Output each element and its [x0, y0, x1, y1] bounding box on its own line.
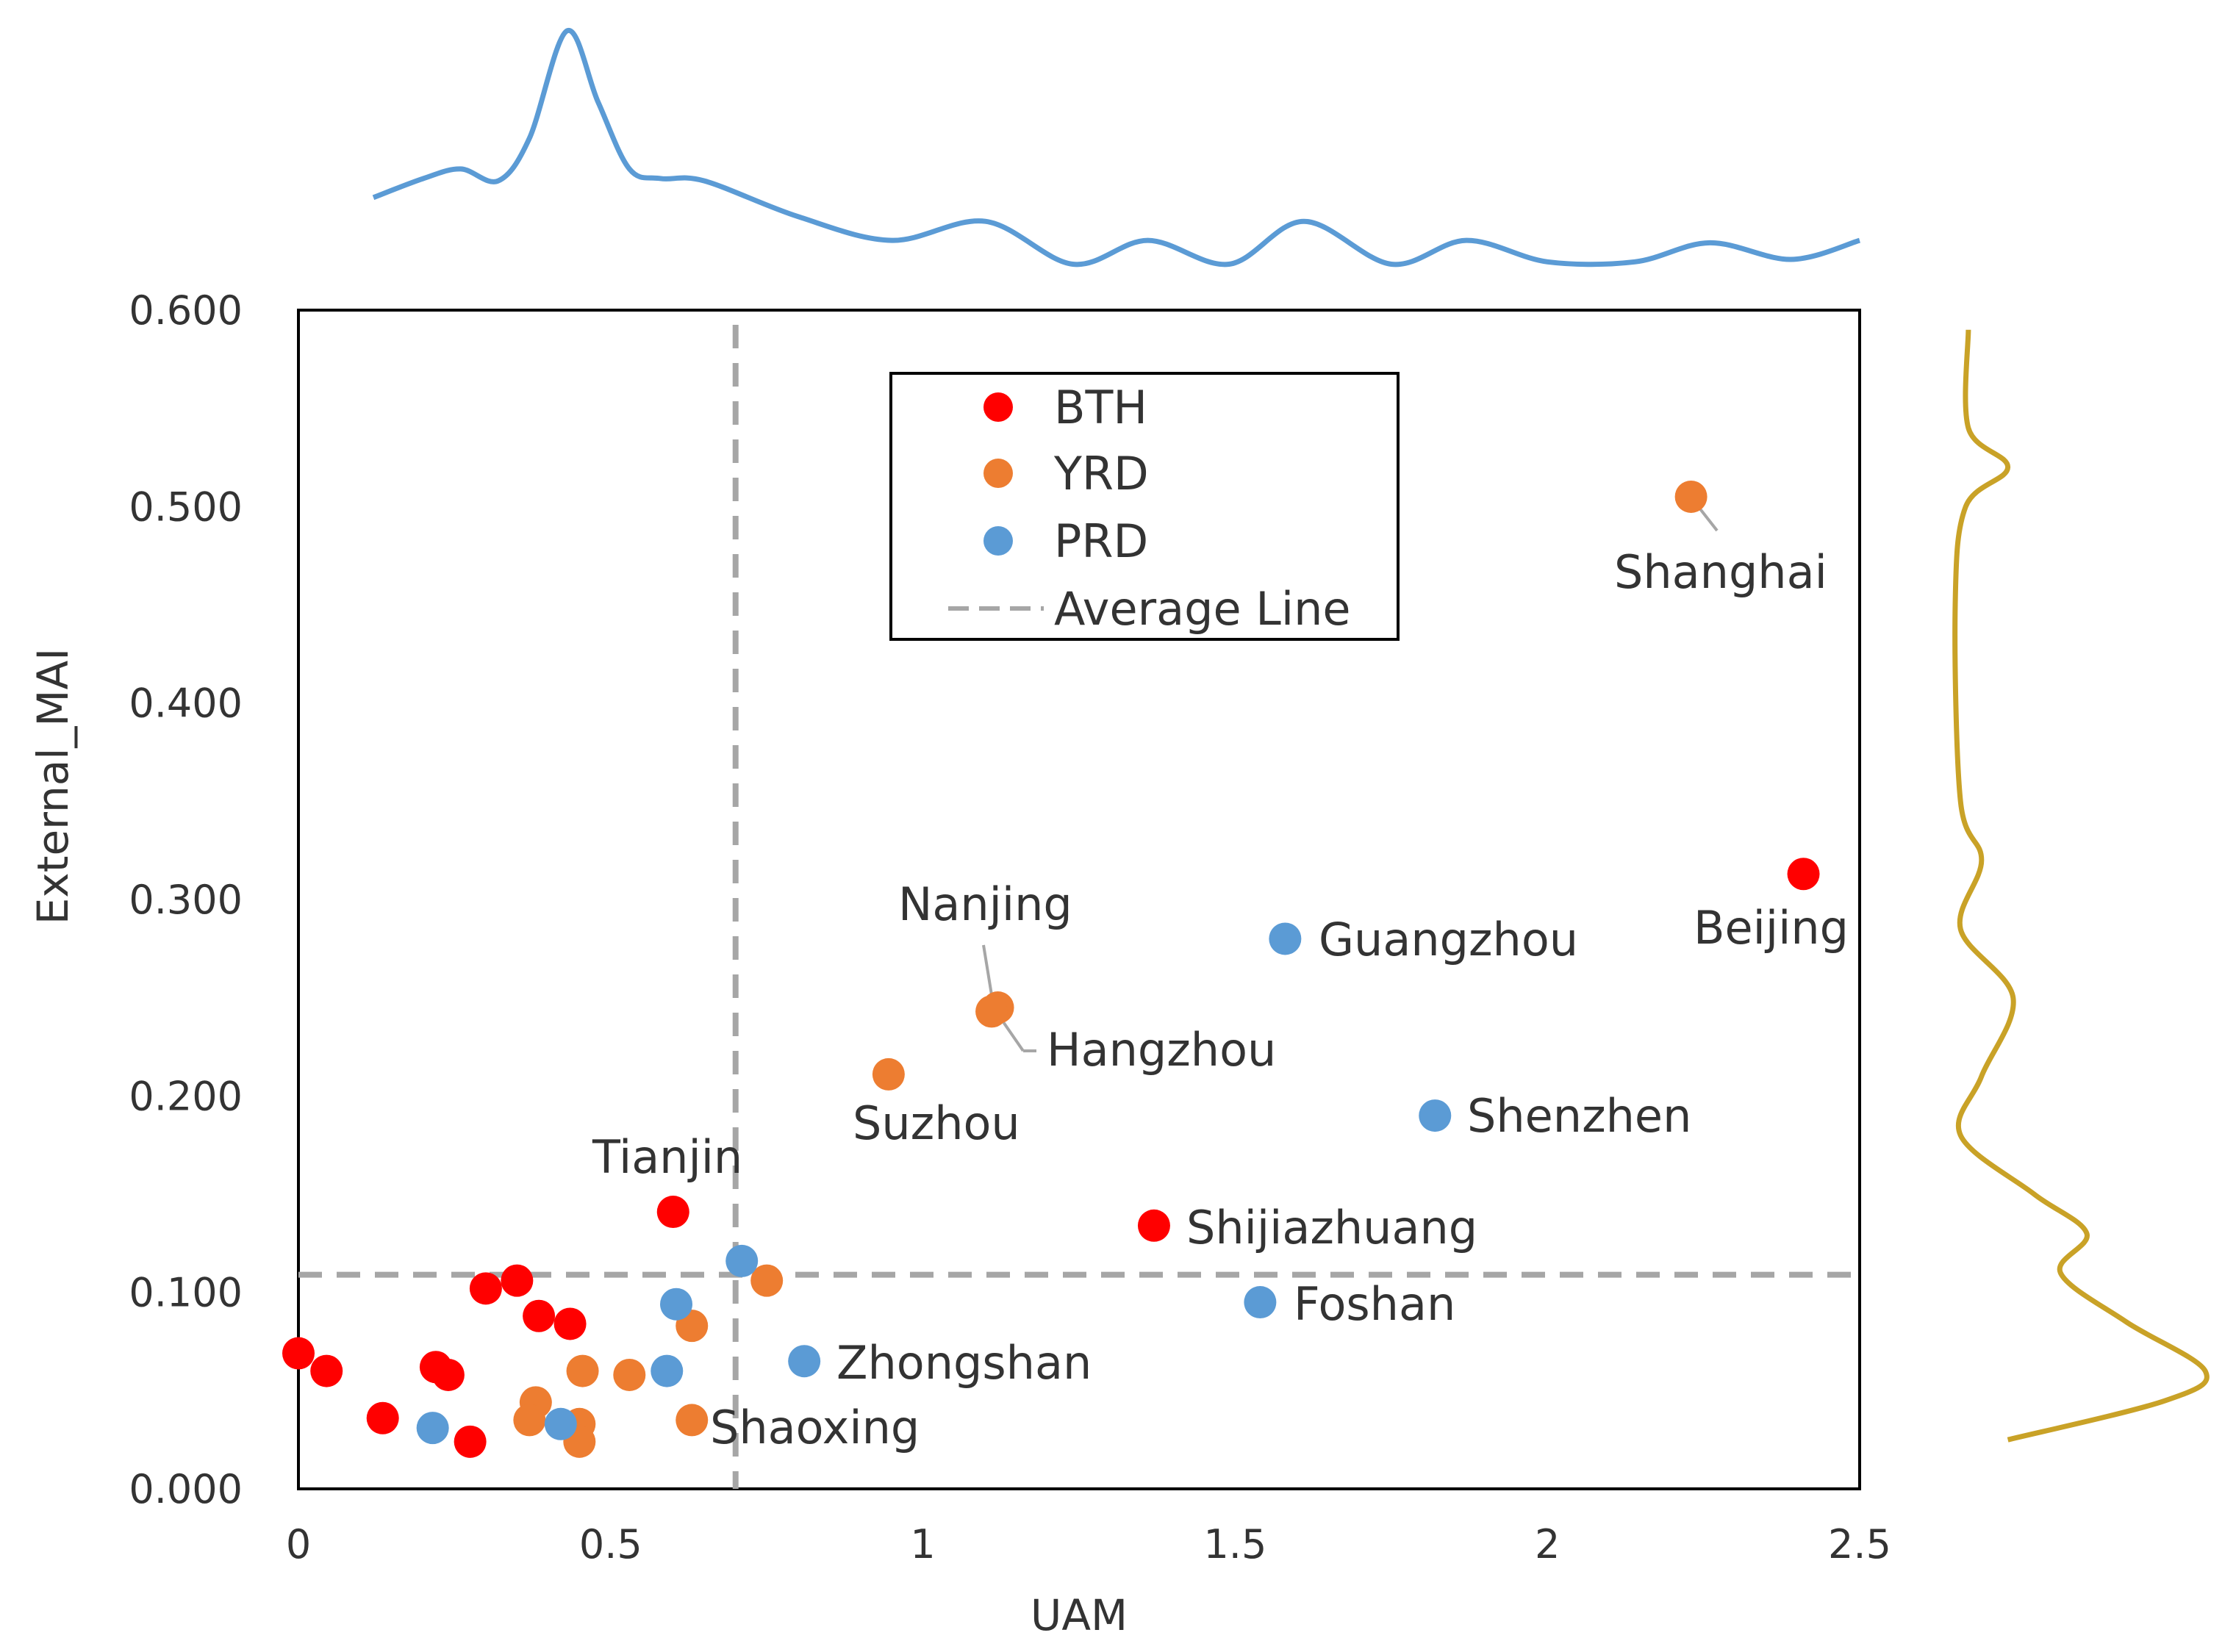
y-axis-title: External_MAI	[28, 648, 78, 924]
point-prd	[660, 1288, 693, 1321]
x-tick-label: 0.5	[579, 1521, 642, 1567]
label-shanghai: Shanghai	[1614, 545, 1827, 599]
legend-marker-yrd	[983, 459, 1013, 488]
x-axis-title: UAM	[1031, 1590, 1128, 1640]
point-yrd	[513, 1404, 546, 1437]
y-tick-label: 0.000	[129, 1466, 243, 1512]
point-prd	[651, 1354, 684, 1387]
point-suzhou	[872, 1057, 905, 1091]
point-hangzhou	[975, 995, 1008, 1028]
label-hangzhou: Hangzhou	[1047, 1023, 1276, 1077]
point-shijiazhuang	[1137, 1209, 1170, 1242]
legend-label-average: Average Line	[1054, 582, 1351, 636]
legend: BTH YRD PRD Average Line	[889, 372, 1400, 641]
label-shaoxing: Shaoxing	[710, 1401, 920, 1454]
y-tick-label: 0.300	[129, 877, 243, 923]
label-shenzhen: Shenzhen	[1467, 1089, 1691, 1143]
point-prd	[544, 1407, 577, 1440]
y-tick-label: 0.100	[129, 1270, 243, 1316]
point-bth	[523, 1299, 556, 1332]
label-shijiazhuang: Shijiazhuang	[1186, 1201, 1477, 1254]
x-tick-label: 2	[1535, 1521, 1560, 1567]
legend-marker-bth	[983, 392, 1013, 422]
legend-marker-prd	[983, 526, 1013, 556]
point-bth	[282, 1337, 315, 1370]
x-tick-label: 1.5	[1203, 1521, 1266, 1567]
point-yrd	[566, 1354, 599, 1387]
point-yrd	[750, 1264, 784, 1297]
y-tick-label: 0.600	[129, 287, 243, 334]
label-zhongshan: Zhongshan	[836, 1336, 1092, 1390]
x-tick-label: 1	[910, 1521, 935, 1567]
point-prd	[725, 1244, 759, 1277]
label-nanjing: Nanjing	[898, 877, 1072, 931]
x-axis-ticks: 0 0.5 1 1.5 2 2.5	[286, 1521, 1891, 1567]
label-foshan: Foshan	[1294, 1277, 1455, 1331]
point-bth	[501, 1264, 534, 1297]
point-foshan	[1244, 1286, 1277, 1319]
plot-area-frame	[297, 309, 1861, 1490]
x-density-curve	[372, 28, 1861, 267]
y-tick-label: 0.400	[129, 680, 243, 727]
label-suzhou: Suzhou	[853, 1096, 1020, 1150]
y-tick-label: 0.500	[129, 484, 243, 530]
point-shanghai	[1674, 480, 1708, 513]
label-tianjin: Tianjin	[592, 1130, 742, 1184]
point-bth	[366, 1401, 399, 1434]
point-bth	[553, 1307, 587, 1340]
x-tick-label: 0	[286, 1521, 311, 1567]
y-axis-ticks: 0.000 0.100 0.200 0.300 0.400 0.500 0.600	[129, 287, 243, 1512]
label-guangzhou: Guangzhou	[1319, 913, 1578, 966]
point-tianjin	[656, 1196, 689, 1229]
legend-label-bth: BTH	[1054, 381, 1147, 434]
point-shenzhen	[1419, 1099, 1452, 1132]
point-bth	[469, 1272, 502, 1305]
point-bth	[310, 1354, 343, 1387]
city-labels: Shanghai Beijing Guangzhou Nanjing Hangz…	[592, 545, 1849, 1454]
legend-label-prd: PRD	[1054, 514, 1148, 568]
legend-box	[889, 372, 1400, 641]
point-prd	[416, 1412, 449, 1445]
point-yrd	[613, 1358, 646, 1391]
y-tick-label: 0.200	[129, 1073, 243, 1119]
legend-label-yrd: YRD	[1053, 447, 1149, 500]
x-tick-label: 2.5	[1828, 1521, 1891, 1567]
label-beijing: Beijing	[1694, 901, 1849, 955]
data-points	[282, 480, 1820, 1458]
point-zhongshan	[788, 1345, 821, 1378]
point-bth	[431, 1358, 465, 1391]
y-density-curve	[1952, 329, 2210, 1443]
point-shaoxing	[676, 1404, 709, 1437]
point-guangzhou	[1269, 922, 1302, 955]
point-beijing	[1787, 858, 1820, 891]
point-bth	[454, 1425, 487, 1458]
